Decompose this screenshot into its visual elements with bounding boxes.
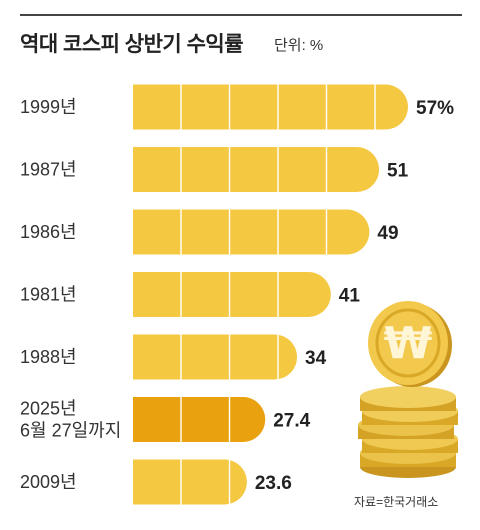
category-label: 2009년 xyxy=(20,472,77,492)
svg-text:₩: ₩ xyxy=(384,318,433,369)
bar-1 xyxy=(133,147,380,192)
value-label: 51 xyxy=(387,161,409,182)
category-label: 1999년 xyxy=(20,97,77,117)
unit-label: 단위: % xyxy=(274,37,324,54)
bars-group: 1999년 57% 1987년 51 1986년 49 1981년 41 1988년 34 2025… xyxy=(20,84,454,505)
value-label: 49 xyxy=(377,223,398,244)
coin-stack xyxy=(358,386,458,478)
bar-3 xyxy=(133,272,331,317)
value-label: 34 xyxy=(305,348,327,369)
coin-stack-icon: ₩ xyxy=(358,301,458,478)
bar-2 xyxy=(133,209,370,255)
value-label: 23.6 xyxy=(255,473,292,494)
source-note: 자료=한국거래소 xyxy=(354,495,439,509)
value-label: 41 xyxy=(339,286,361,307)
bar-6 xyxy=(133,459,247,505)
value-label: 57% xyxy=(416,98,454,119)
category-label: 2025년 6월 27일까지 xyxy=(20,399,121,441)
bar-0 xyxy=(133,84,408,130)
value-label: 27.4 xyxy=(273,411,310,432)
bar-chart: 1999년 57% 1987년 51 1986년 49 1981년 41 1988년 34 2025… xyxy=(20,84,454,505)
bar-4 xyxy=(133,334,298,380)
category-label: 1988년 xyxy=(20,347,77,367)
category-label: 1981년 xyxy=(20,285,77,305)
bar-highlight-5 xyxy=(133,397,266,442)
chart-title: 역대 코스피 상반기 수익률 xyxy=(20,33,244,56)
category-label: 1987년 xyxy=(20,160,77,180)
top-rule xyxy=(20,14,462,16)
won-coin-icon: ₩ xyxy=(368,301,452,387)
category-label: 1986년 xyxy=(20,222,77,242)
